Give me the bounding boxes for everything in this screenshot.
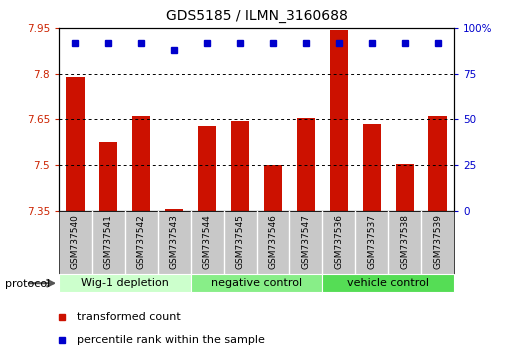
- Bar: [264, 165, 282, 211]
- Bar: [330, 30, 348, 211]
- Text: vehicle control: vehicle control: [347, 278, 429, 288]
- Text: GSM737546: GSM737546: [268, 214, 278, 269]
- Text: GSM737536: GSM737536: [334, 214, 343, 269]
- Bar: [165, 209, 183, 211]
- Text: GSM737540: GSM737540: [71, 214, 80, 269]
- Text: GSM737541: GSM737541: [104, 214, 113, 269]
- Text: GSM737538: GSM737538: [400, 214, 409, 269]
- Text: Wig-1 depletion: Wig-1 depletion: [81, 278, 169, 288]
- Text: GSM737545: GSM737545: [235, 214, 245, 269]
- FancyBboxPatch shape: [322, 274, 454, 292]
- Bar: [396, 164, 413, 211]
- Bar: [231, 121, 249, 211]
- Text: negative control: negative control: [211, 278, 302, 288]
- Text: GSM737543: GSM737543: [170, 214, 179, 269]
- FancyBboxPatch shape: [191, 274, 322, 292]
- Text: GDS5185 / ILMN_3160688: GDS5185 / ILMN_3160688: [166, 9, 347, 23]
- Bar: [132, 116, 150, 211]
- FancyBboxPatch shape: [59, 211, 454, 274]
- Bar: [297, 118, 315, 211]
- Bar: [428, 116, 447, 211]
- Text: transformed count: transformed count: [76, 312, 181, 322]
- Text: GSM737537: GSM737537: [367, 214, 376, 269]
- FancyBboxPatch shape: [59, 274, 191, 292]
- Text: GSM737544: GSM737544: [203, 214, 212, 269]
- Text: protocol: protocol: [5, 279, 50, 289]
- Bar: [198, 126, 216, 211]
- Bar: [363, 124, 381, 211]
- Bar: [66, 77, 85, 211]
- Text: GSM737542: GSM737542: [137, 214, 146, 269]
- Text: percentile rank within the sample: percentile rank within the sample: [76, 335, 265, 346]
- Bar: [100, 142, 117, 211]
- Text: GSM737547: GSM737547: [301, 214, 310, 269]
- Text: GSM737539: GSM737539: [433, 214, 442, 269]
